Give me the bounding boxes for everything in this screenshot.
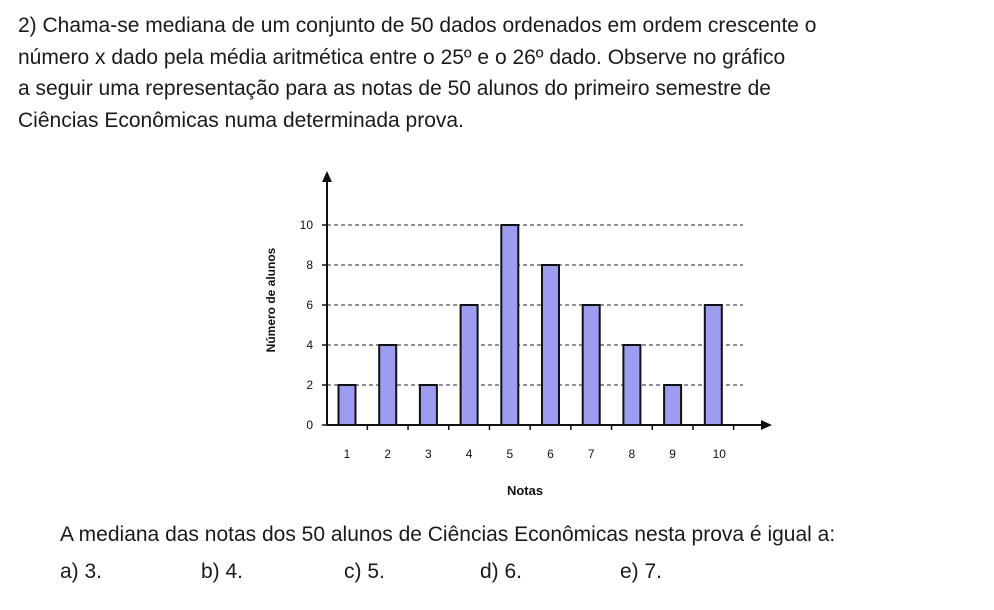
option-a[interactable]: a) 3. — [60, 560, 103, 583]
y-tick-label: 8 — [306, 258, 313, 272]
bar — [663, 384, 683, 426]
y-tick-label: 0 — [306, 418, 313, 432]
bar-chart: 0 2 4 6 8 10 1 2 3 4 5 6 7 8 9 10 Notas Número de alunos — [255, 160, 785, 515]
y-axis-title: Número de alunos — [264, 247, 278, 352]
x-tick-label: 3 — [425, 447, 432, 461]
bar — [459, 304, 479, 426]
x-tick-label: 7 — [588, 447, 595, 461]
question-line-4: Ciências Econômicas numa determinada pro… — [18, 108, 464, 132]
x-tick-label: 2 — [384, 447, 391, 461]
x-tick-label: 1 — [344, 447, 351, 461]
y-tick-label: 10 — [300, 218, 314, 232]
bar — [622, 344, 642, 426]
y-axis-arrow — [322, 171, 332, 182]
question-line-3: a seguir uma representação para as notas… — [18, 77, 771, 100]
question-text: 2) Chama-se mediana de um conjunto de 50… — [18, 10, 988, 136]
y-tick-label: 2 — [306, 378, 313, 392]
x-tick-label: 5 — [506, 447, 513, 461]
bar — [581, 304, 601, 426]
option-d[interactable]: d) 6. — [480, 560, 523, 583]
bar — [418, 384, 438, 426]
x-tick-label: 9 — [669, 447, 676, 461]
x-axis-title: Notas — [507, 483, 543, 498]
question-stem: A mediana das notas dos 50 alunos de Ciê… — [60, 523, 836, 546]
question-line-2: número x dado pela média aritmética entr… — [18, 45, 786, 69]
question-line-1: 2) Chama-se mediana de um conjunto de 50… — [18, 14, 817, 37]
bar — [337, 384, 357, 426]
bar — [703, 304, 723, 426]
x-tick-label: 4 — [466, 447, 473, 461]
x-axis-arrow — [761, 420, 772, 430]
bar — [500, 224, 520, 426]
y-tick-label: 4 — [306, 338, 313, 352]
option-b[interactable]: b) 4. — [201, 560, 244, 583]
option-c[interactable]: c) 5. — [344, 560, 385, 583]
x-tick-label: 10 — [713, 447, 727, 461]
x-tick-label: 6 — [547, 447, 554, 461]
bar — [378, 344, 398, 426]
option-e[interactable]: e) 7. — [620, 560, 663, 583]
y-tick-label: 6 — [306, 298, 313, 312]
x-tick-label: 8 — [629, 447, 636, 461]
bar — [541, 264, 560, 426]
